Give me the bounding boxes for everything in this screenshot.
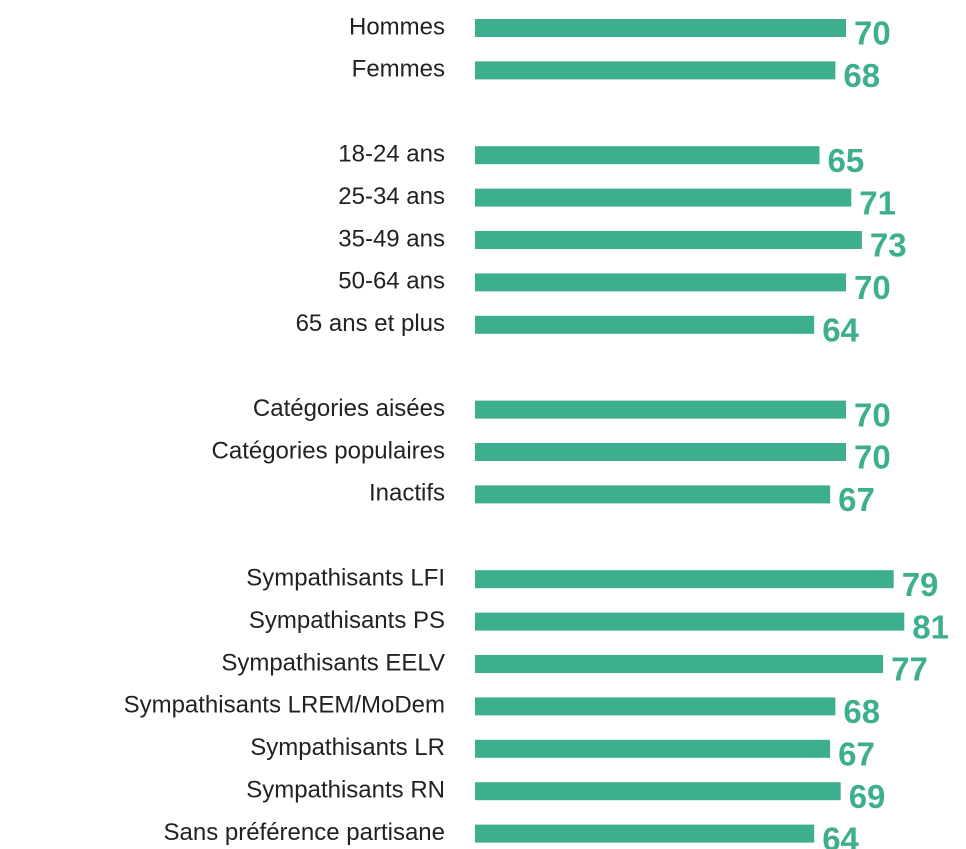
- bar: [475, 61, 836, 80]
- category-label: 18-24 ans: [338, 141, 445, 168]
- category-label: 65 ans et plus: [296, 310, 445, 337]
- category-label: Sympathisants EELV: [221, 649, 445, 676]
- bar: [475, 443, 846, 461]
- category-label: Catégories aisées: [253, 395, 445, 422]
- category-label: Inactifs: [369, 480, 445, 507]
- bar: [475, 273, 846, 292]
- category-label: 25-34 ans: [338, 183, 445, 210]
- bar: [475, 739, 831, 758]
- bar: [475, 824, 815, 843]
- category-label: Sympathisants LFI: [246, 565, 445, 592]
- value-label: 79: [902, 566, 939, 603]
- value-label: 70: [854, 15, 891, 52]
- bar: [475, 146, 820, 165]
- value-label: 70: [854, 396, 891, 433]
- value-label: 71: [859, 184, 896, 221]
- value-label: 68: [843, 693, 880, 730]
- value-label: 69: [849, 778, 886, 815]
- bar: [475, 570, 894, 589]
- value-label: 67: [838, 481, 875, 518]
- value-label: 70: [854, 439, 891, 476]
- category-label: Sans préférence partisane: [163, 819, 445, 846]
- category-label: 35-49 ans: [338, 225, 445, 252]
- bar: [475, 400, 846, 419]
- category-label: Sympathisants LR: [250, 734, 445, 761]
- value-label: 81: [912, 608, 949, 645]
- category-label: Sympathisants LREM/MoDem: [124, 692, 445, 719]
- bar: [475, 231, 862, 249]
- value-label: 77: [891, 651, 928, 688]
- category-label: Catégories populaires: [212, 437, 445, 464]
- bar: [475, 188, 852, 207]
- bar: [475, 612, 905, 631]
- value-label: 67: [838, 736, 875, 773]
- value-label: 68: [843, 57, 880, 94]
- value-label: 65: [828, 142, 865, 179]
- value-label: 73: [870, 227, 907, 264]
- bar: [475, 782, 841, 801]
- bar: [475, 697, 836, 716]
- bar: [475, 655, 884, 673]
- value-label: 64: [822, 820, 859, 849]
- bar: [475, 485, 831, 504]
- category-label: Sympathisants PS: [249, 607, 445, 634]
- bar: [475, 19, 846, 37]
- category-label: Sympathisants RN: [246, 777, 445, 804]
- value-label: 64: [822, 312, 859, 349]
- category-label: 50-64 ans: [338, 268, 445, 295]
- category-label: Femmes: [352, 56, 445, 83]
- category-label: Hommes: [349, 13, 445, 40]
- value-label: 70: [854, 269, 891, 306]
- bar: [475, 315, 815, 334]
